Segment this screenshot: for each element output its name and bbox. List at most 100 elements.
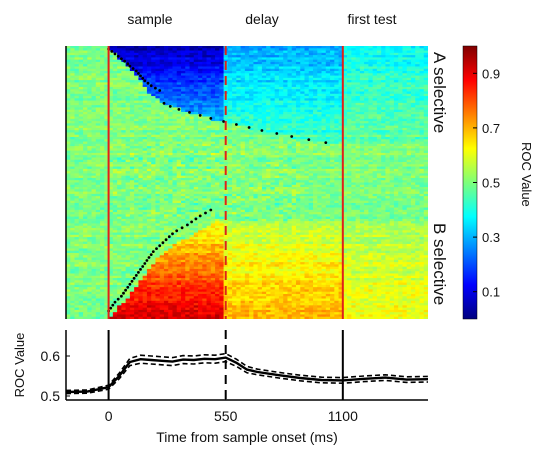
heatmap-cell [206, 134, 212, 138]
heatmap-cell [304, 132, 310, 136]
heatmap-cell [270, 73, 276, 77]
heatmap-cell [368, 109, 374, 113]
heatmap-cell [304, 109, 310, 113]
heatmap-cell [176, 64, 182, 68]
heatmap-cell [91, 155, 97, 159]
heatmap-cell [295, 148, 301, 152]
heatmap-cell [295, 105, 301, 109]
heatmap-cell [74, 143, 80, 147]
heatmap-cell [159, 116, 165, 120]
heatmap-cell [108, 152, 114, 156]
heatmap-cell [300, 141, 306, 145]
heatmap-cell [206, 91, 212, 95]
heatmap-cell [66, 100, 71, 104]
heatmap-cell [163, 148, 169, 152]
heatmap-cell [406, 125, 412, 129]
heatmap-cell [266, 116, 272, 120]
heatmap-cell [125, 116, 131, 120]
heatmap-cell [232, 130, 237, 134]
heatmap-cell [419, 82, 425, 86]
heatmap-cell [368, 146, 374, 149]
heatmap-cell [95, 116, 101, 120]
heatmap-cell [83, 84, 88, 88]
heatmap-cell [359, 68, 365, 72]
heatmap-cell [300, 50, 306, 54]
heatmap-cell [202, 55, 208, 58]
heatmap-cell [206, 50, 212, 54]
heatmap-cell [334, 109, 340, 113]
heatmap-cell [257, 68, 263, 72]
heatmap-cell [313, 118, 318, 122]
heatmap-cell [330, 55, 335, 58]
heatmap-cell [389, 80, 395, 84]
heatmap-cell [368, 105, 374, 109]
heatmap-cell [108, 107, 114, 111]
heatmap-cell [151, 127, 157, 131]
heatmap-cell [419, 93, 425, 97]
heatmap-cell [270, 132, 276, 136]
heatmap-cell [163, 89, 169, 93]
heatmap-cell [215, 111, 220, 115]
heatmap-cell [402, 141, 408, 145]
heatmap-cell [317, 139, 323, 143]
heatmap-cell [249, 134, 254, 138]
heatmap-cell [338, 157, 344, 161]
heatmap-cell [215, 121, 220, 124]
heatmap-cell [202, 96, 208, 99]
heatmap-cell [381, 137, 387, 140]
heatmap-cell [117, 46, 122, 49]
heatmap-cell [330, 52, 335, 56]
heatmap-cell [104, 137, 110, 140]
heatmap-cell [172, 150, 178, 154]
heatmap-cell [415, 75, 421, 79]
heatmap-cell [274, 150, 280, 154]
heatmap-cell [253, 61, 259, 65]
heatmap-cell [87, 64, 93, 68]
heatmap-cell [117, 150, 122, 154]
heatmap-cell [91, 46, 97, 49]
heatmap-cell [189, 127, 195, 131]
heatmap-cell [159, 91, 165, 95]
heatmap-cell [163, 48, 169, 52]
heatmap-cell [253, 152, 259, 156]
heatmap-cell [347, 109, 352, 113]
heatmap-cell [112, 105, 118, 109]
heatmap-cell [206, 48, 212, 52]
heatmap-cell [244, 80, 250, 84]
heatmap-cell [338, 55, 344, 58]
heatmap-cell [70, 68, 76, 72]
heatmap-cell [232, 116, 237, 120]
heatmap-cell [219, 75, 225, 79]
heatmap-cell [129, 130, 135, 134]
heatmap-cell [244, 84, 250, 88]
heatmap-cell [423, 84, 428, 88]
heatmap-cell [142, 59, 148, 63]
heatmap-cell [287, 91, 293, 95]
heatmap-cell [347, 102, 352, 106]
heatmap-cell [83, 75, 88, 79]
heatmap-cell [210, 91, 216, 95]
heatmap-cell [389, 100, 395, 104]
heatmap-cell [347, 111, 352, 115]
heatmap-cell [295, 127, 301, 131]
heatmap-cell [112, 75, 118, 79]
heatmap-cell [419, 134, 425, 138]
heatmap-cell [338, 52, 344, 56]
heatmap-cell [121, 148, 127, 152]
heatmap-cell [100, 114, 105, 118]
heatmap-cell [266, 73, 272, 77]
heatmap-cell [83, 71, 88, 74]
heatmap-cell [172, 116, 178, 120]
heatmap-cell [163, 59, 169, 63]
heatmap-cell [189, 66, 195, 70]
heatmap-cell [398, 50, 404, 54]
heatmap-cell [176, 71, 182, 74]
heatmap-cell [342, 52, 348, 56]
heatmap-cell [163, 77, 169, 81]
heatmap-cell [146, 64, 152, 68]
heatmap-cell [347, 127, 352, 131]
heatmap-cell [283, 146, 289, 149]
heatmap-cell [87, 155, 93, 159]
heatmap-cell [274, 46, 280, 49]
heatmap-cell [368, 57, 374, 61]
